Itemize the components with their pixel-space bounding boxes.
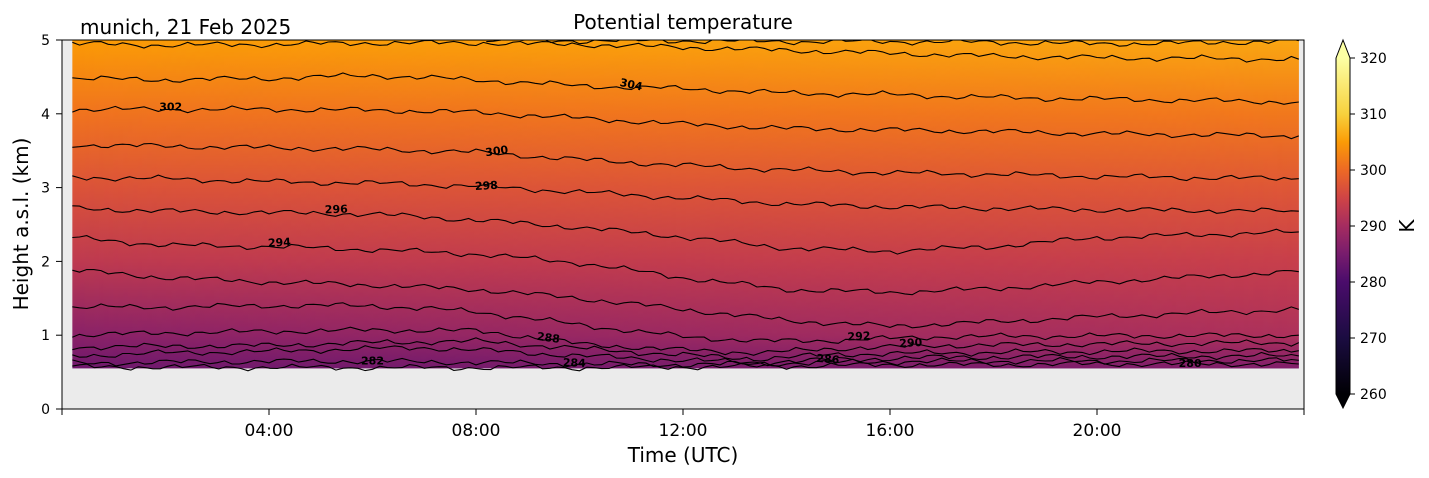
temperature-field — [72, 40, 1299, 369]
y-tick-label: 0 — [41, 402, 50, 418]
field-late — [72, 40, 1299, 369]
contour-line-294 — [72, 235, 1299, 296]
y-tick-label: 3 — [41, 181, 50, 197]
contour-label-296: 296 — [325, 203, 349, 217]
contour-label-298: 298 — [475, 179, 499, 193]
x-tick-label: 20:00 — [1073, 421, 1122, 441]
x-tick-label: 16:00 — [866, 421, 915, 441]
x-tick-label: 12:00 — [659, 421, 708, 441]
colorbar-label: K — [1395, 219, 1419, 233]
y-axis-label: Height a.s.l. (km) — [9, 138, 33, 311]
y-tick-label: 4 — [41, 107, 50, 123]
contour-line-304 — [72, 72, 1299, 105]
colorbar-tick-label: 310 — [1360, 107, 1387, 123]
contour-labels: 280 282 284 286 288 290 292 294 296 298 300 302 304 — [159, 76, 1202, 370]
colorbar-extend-min — [1336, 394, 1350, 408]
contour-label-288: 288 — [536, 330, 561, 346]
chart-subtitle: munich, 21 Feb 2025 — [80, 15, 291, 39]
contour-line-292 — [72, 268, 1299, 329]
contour-label-302: 302 — [159, 100, 182, 113]
chart-title: Potential temperature — [573, 10, 793, 34]
contour-line-288 — [72, 326, 1300, 356]
colorbar-tick-label: 280 — [1360, 275, 1387, 291]
contour-line-300 — [72, 142, 1299, 182]
colorbar-tick-label: 320 — [1360, 51, 1387, 67]
y-tick-label: 1 — [41, 328, 50, 344]
contour-label-294: 294 — [268, 236, 292, 250]
colorbar-bar — [1336, 58, 1350, 394]
x-axis-label: Time (UTC) — [627, 443, 739, 467]
contour-lines — [72, 40, 1300, 372]
colorbar: 260 270 280 290 300 310 320 — [1335, 38, 1387, 410]
y-axis-ticks: 0 1 2 3 4 5 — [41, 33, 62, 418]
contour-line-290 — [72, 302, 1299, 344]
contour-line-284 — [72, 345, 1299, 367]
contour-label-300: 300 — [484, 143, 509, 159]
contour-line-286 — [72, 337, 1299, 362]
colorbar-tick-label: 260 — [1360, 387, 1387, 403]
contour-line-302 — [72, 105, 1299, 140]
colorbar-tick-label: 300 — [1360, 163, 1387, 179]
x-tick-label: 08:00 — [452, 421, 501, 441]
contour-label-282: 282 — [361, 354, 384, 367]
contour-line-306 — [72, 40, 1299, 63]
contour-line-282 — [72, 357, 1299, 368]
x-axis-ticks: 04:00 08:00 12:00 16:00 20:00 — [61, 409, 1305, 441]
contour-label-280: 280 — [1179, 357, 1202, 370]
contour-line-298 — [72, 174, 1299, 214]
contour-label-290: 290 — [899, 336, 923, 350]
y-tick-label: 2 — [41, 254, 50, 270]
contour-label-286: 286 — [816, 352, 840, 367]
contour-line-296 — [72, 205, 1299, 255]
colorbar-tick-label: 290 — [1360, 219, 1387, 235]
colorbar-extend-max — [1336, 40, 1350, 58]
contour-label-284: 284 — [563, 356, 587, 370]
contour-label-292: 292 — [847, 329, 871, 343]
colorbar-tick-label: 270 — [1360, 331, 1387, 347]
x-tick-label: 04:00 — [245, 421, 294, 441]
y-tick-label: 5 — [41, 33, 50, 49]
contour-label-304: 304 — [619, 76, 645, 94]
